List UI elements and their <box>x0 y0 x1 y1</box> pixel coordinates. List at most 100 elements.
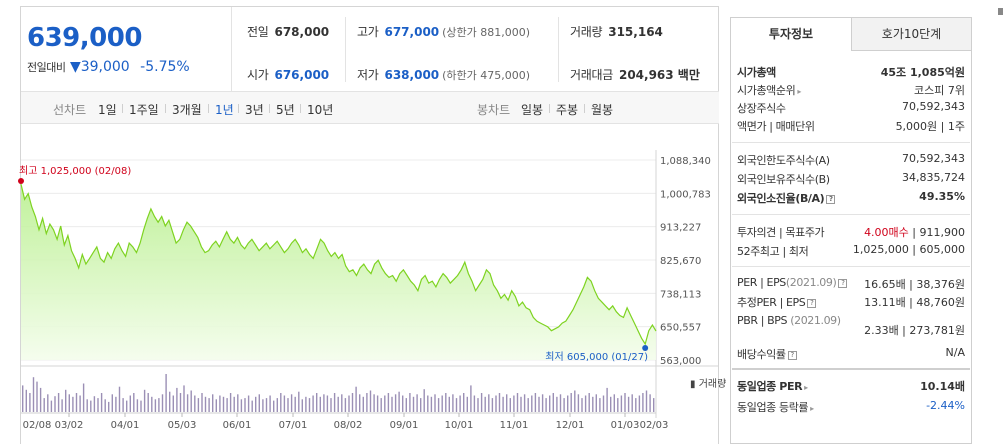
pbr-year: (2021.09) <box>790 314 841 327</box>
dividend-label: 배당수익률? <box>737 346 797 362</box>
w52-label: 52주최고 | 최저 <box>737 245 809 258</box>
period-5y[interactable]: 5년 <box>276 103 295 117</box>
high-value: 677,000 <box>384 25 440 39</box>
change-label: 전일대비 <box>27 61 66 74</box>
sector-change-label-text: 동일업종 등락률 <box>737 401 809 414</box>
separator <box>238 104 239 113</box>
volume-chart-label: ▮ 거래량 <box>690 379 727 390</box>
divider <box>345 17 346 82</box>
market-cap-rank-label[interactable]: 시가총액순위 ▸ <box>737 82 801 98</box>
help-icon[interactable]: ? <box>787 351 797 360</box>
shares-label: 상장주식수 <box>737 102 786 115</box>
candle-weekly[interactable]: 주봉 <box>556 103 579 117</box>
foreign-hold-value: 34,835,724 <box>902 171 965 184</box>
period-10y[interactable]: 10년 <box>307 103 334 117</box>
volume-chart-label-text: 거래량 <box>698 379 727 390</box>
amount-label: 거래대금 <box>570 68 613 82</box>
market-cap-rank-label-text: 시가총액순위 <box>737 84 796 97</box>
face-value-value: 5,000원 | 1주 <box>895 120 965 133</box>
sector-change-label[interactable]: 동일업종 등락률 ▸ <box>737 399 814 415</box>
divider <box>732 214 970 215</box>
divider <box>732 142 970 143</box>
period-3m[interactable]: 3개월 <box>172 103 202 117</box>
volume-value: 315,164 <box>608 25 663 39</box>
help-icon[interactable]: ? <box>826 195 836 204</box>
amount-value: 204,963 백만 <box>618 68 700 82</box>
sector-per-label-text: 동일업종 PER <box>737 380 803 393</box>
dividend-value: N/A <box>945 346 965 359</box>
per-year: (2021.09) <box>785 276 837 289</box>
separator <box>584 104 585 113</box>
scrollbar-thumb[interactable] <box>998 8 1003 15</box>
per-label: PER | EPS(2021.09)? <box>737 276 848 289</box>
market-cap-label: 시가총액 <box>737 66 776 79</box>
chevron-right-icon: ▸ <box>804 383 808 392</box>
est-per-label-text: 추정PER | EPS <box>737 296 806 309</box>
line-chart-label: 선차트 <box>53 103 87 117</box>
sector-change-value: -2.44% <box>926 399 965 412</box>
stock-widget: 639,000 전일대비 ▼39,000 -5.75% 전일 678,000 고가… <box>20 6 726 444</box>
candle-monthly[interactable]: 월봉 <box>591 103 614 117</box>
est-per-value: 13.11배 | 48,760원 <box>864 296 965 309</box>
target-price: 911,900 <box>919 226 966 239</box>
change-amount: ▼39,000 <box>69 59 130 75</box>
current-price: 639,000 <box>27 23 142 53</box>
low-value: 638,000 <box>384 68 440 82</box>
quote-grid: 전일 678,000 고가 677,000 (상한가 881,000) 거래량 315,… <box>233 7 719 91</box>
trade-amount: 거래대금 204,963 백만 <box>570 66 700 83</box>
pbr-row: PBR | BPS (2021.09) 2.33배 | 273,781원 <box>737 314 965 342</box>
open-value: 676,000 <box>274 68 330 82</box>
est-per-label: 추정PER | EPS? <box>737 294 817 310</box>
separator <box>269 104 270 113</box>
change-row: 전일대비 ▼39,000 -5.75% <box>27 59 190 75</box>
candle-chart-label: 봉차트 <box>477 103 511 117</box>
shares-value: 70,592,343 <box>902 100 965 113</box>
divider <box>732 266 970 267</box>
foreign-limit-label: 외국인한도주식수(A) <box>737 154 830 167</box>
candle-daily[interactable]: 일봉 <box>521 103 544 117</box>
pbr-value: 2.33배 | 273,781원 <box>864 324 965 337</box>
period-1w[interactable]: 1주일 <box>129 103 159 117</box>
lower-limit: (하한가 475,000) <box>442 69 531 82</box>
open-label: 시가 <box>247 68 269 82</box>
period-1y[interactable]: 1년 <box>215 103 234 117</box>
separator <box>165 104 166 113</box>
prev-close-label: 전일 <box>247 25 269 39</box>
prev-close-value: 678,000 <box>274 25 330 39</box>
tab-order-book[interactable]: 호가10단계 <box>851 18 971 51</box>
chevron-right-icon: ▸ <box>810 404 814 413</box>
per-label-text: PER | EPS <box>737 276 786 289</box>
low-label: 저가 <box>357 68 379 82</box>
prev-close: 전일 678,000 <box>247 23 329 40</box>
dividend-label-text: 배당수익률 <box>737 348 786 361</box>
low: 저가 638,000 (하한가 475,000) <box>357 66 530 83</box>
help-icon[interactable]: ? <box>807 299 817 308</box>
market-cap-value: 45조 1,085억원 <box>880 66 965 79</box>
divider <box>732 368 970 370</box>
separator <box>208 104 209 113</box>
foreign-rate-label: 외국인소진율(B/A)? <box>737 190 836 206</box>
market-cap-rank-value: 코스피 7위 <box>914 84 965 97</box>
sector-per-label[interactable]: 동일업종 PER ▸ <box>737 378 808 394</box>
foreign-rate-value: 49.35% <box>919 190 965 203</box>
foreign-hold-label: 외국인보유주식수(B) <box>737 173 830 186</box>
pbr-label-text: PBR | BPS <box>737 314 788 327</box>
tab-investment-info[interactable]: 투자정보 <box>731 18 851 51</box>
sector-per-value: 10.14배 <box>920 380 965 393</box>
per-value: 16.65배 | 38,376원 <box>864 278 965 291</box>
change-rate: -5.75% <box>140 59 190 75</box>
divider <box>558 17 559 82</box>
price-summary: 639,000 전일대비 ▼39,000 -5.75% <box>21 7 232 91</box>
separator <box>122 104 123 113</box>
investment-info-panel: 투자정보 호가10단계 시가총액 45조 1,085억원 시가총액순위 ▸ 코스피 7… <box>730 17 972 444</box>
period-1d[interactable]: 1일 <box>98 103 117 117</box>
high-label: 고가 <box>357 25 379 39</box>
period-3y[interactable]: 3년 <box>245 103 264 117</box>
foreign-limit-value: 70,592,343 <box>902 152 965 165</box>
chevron-right-icon: ▸ <box>797 87 801 96</box>
opinion-value: 4.00매수 | 911,900 <box>864 226 966 239</box>
face-value-label: 액면가 | 매매단위 <box>737 120 815 133</box>
period-bar: 선차트 1일 1주일 3개월 1년 3년 5년 10년 봉차트 일봉 주봉 월봉 <box>21 91 719 124</box>
help-icon[interactable]: ? <box>838 279 848 288</box>
w52-value: 1,025,000 | 605,000 <box>852 243 965 256</box>
